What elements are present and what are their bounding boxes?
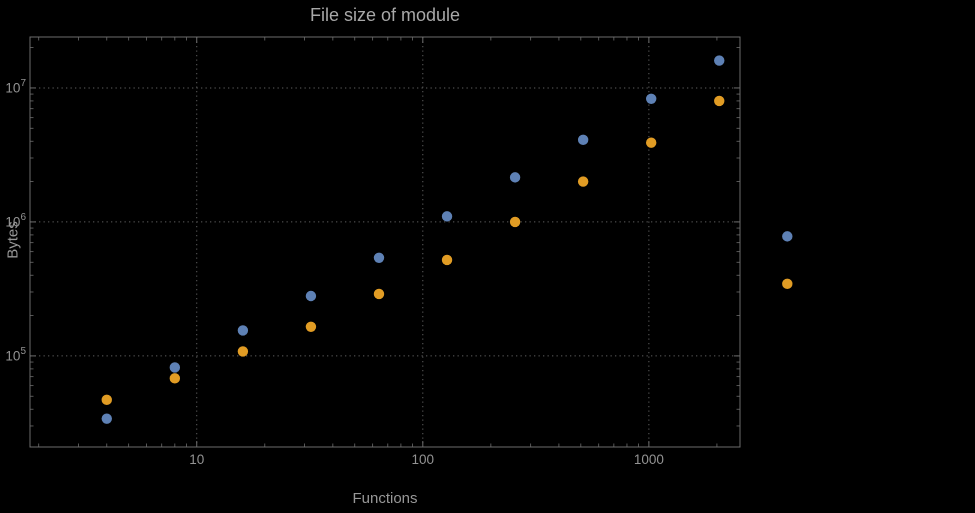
series-blue-series xyxy=(101,55,793,424)
data-point-orange-series xyxy=(782,278,793,290)
gridlines xyxy=(30,37,740,447)
data-point-blue-series xyxy=(373,252,385,263)
x-tick-label: 100 xyxy=(412,452,435,467)
x-axis-label: Functions xyxy=(352,490,418,507)
y-tick-label: 106 xyxy=(5,212,26,230)
x-tick-labels: 10 100 1000 xyxy=(189,452,664,467)
data-point-blue-series xyxy=(305,290,317,302)
data-point-blue-series xyxy=(577,134,589,146)
data-point-blue-series xyxy=(441,211,453,222)
data-point-orange-series xyxy=(509,216,521,228)
plot-frame xyxy=(29,36,741,448)
y-tick-label: 107 xyxy=(5,78,26,96)
data-point-orange-series xyxy=(441,254,453,266)
data-point-blue-series xyxy=(509,172,521,183)
data-point-orange-series xyxy=(577,176,589,187)
tick-marks xyxy=(30,37,740,447)
data-point-orange-series xyxy=(101,394,112,406)
data-point-orange-series xyxy=(237,346,249,357)
x-tick-label: 10 xyxy=(189,452,204,467)
data-point-blue-series xyxy=(714,55,725,66)
chart-title: File size of module xyxy=(309,5,461,25)
data-point-blue-series xyxy=(169,362,181,373)
data-point-blue-series xyxy=(782,231,793,242)
series-orange-series xyxy=(101,95,793,406)
data-point-blue-series xyxy=(237,325,249,336)
data-point-orange-series xyxy=(305,321,317,332)
data-point-orange-series xyxy=(714,95,725,107)
data-point-blue-series xyxy=(101,413,112,424)
y-tick-labels: 105 106 107 xyxy=(5,78,26,363)
data-point-orange-series xyxy=(373,288,385,300)
data-point-orange-series xyxy=(169,373,181,384)
data-point-orange-series xyxy=(645,137,657,148)
y-axis-label: Bytes xyxy=(4,221,22,259)
x-tick-label: 1000 xyxy=(634,452,664,467)
y-tick-label: 105 xyxy=(5,346,26,364)
data-point-blue-series xyxy=(645,93,657,104)
